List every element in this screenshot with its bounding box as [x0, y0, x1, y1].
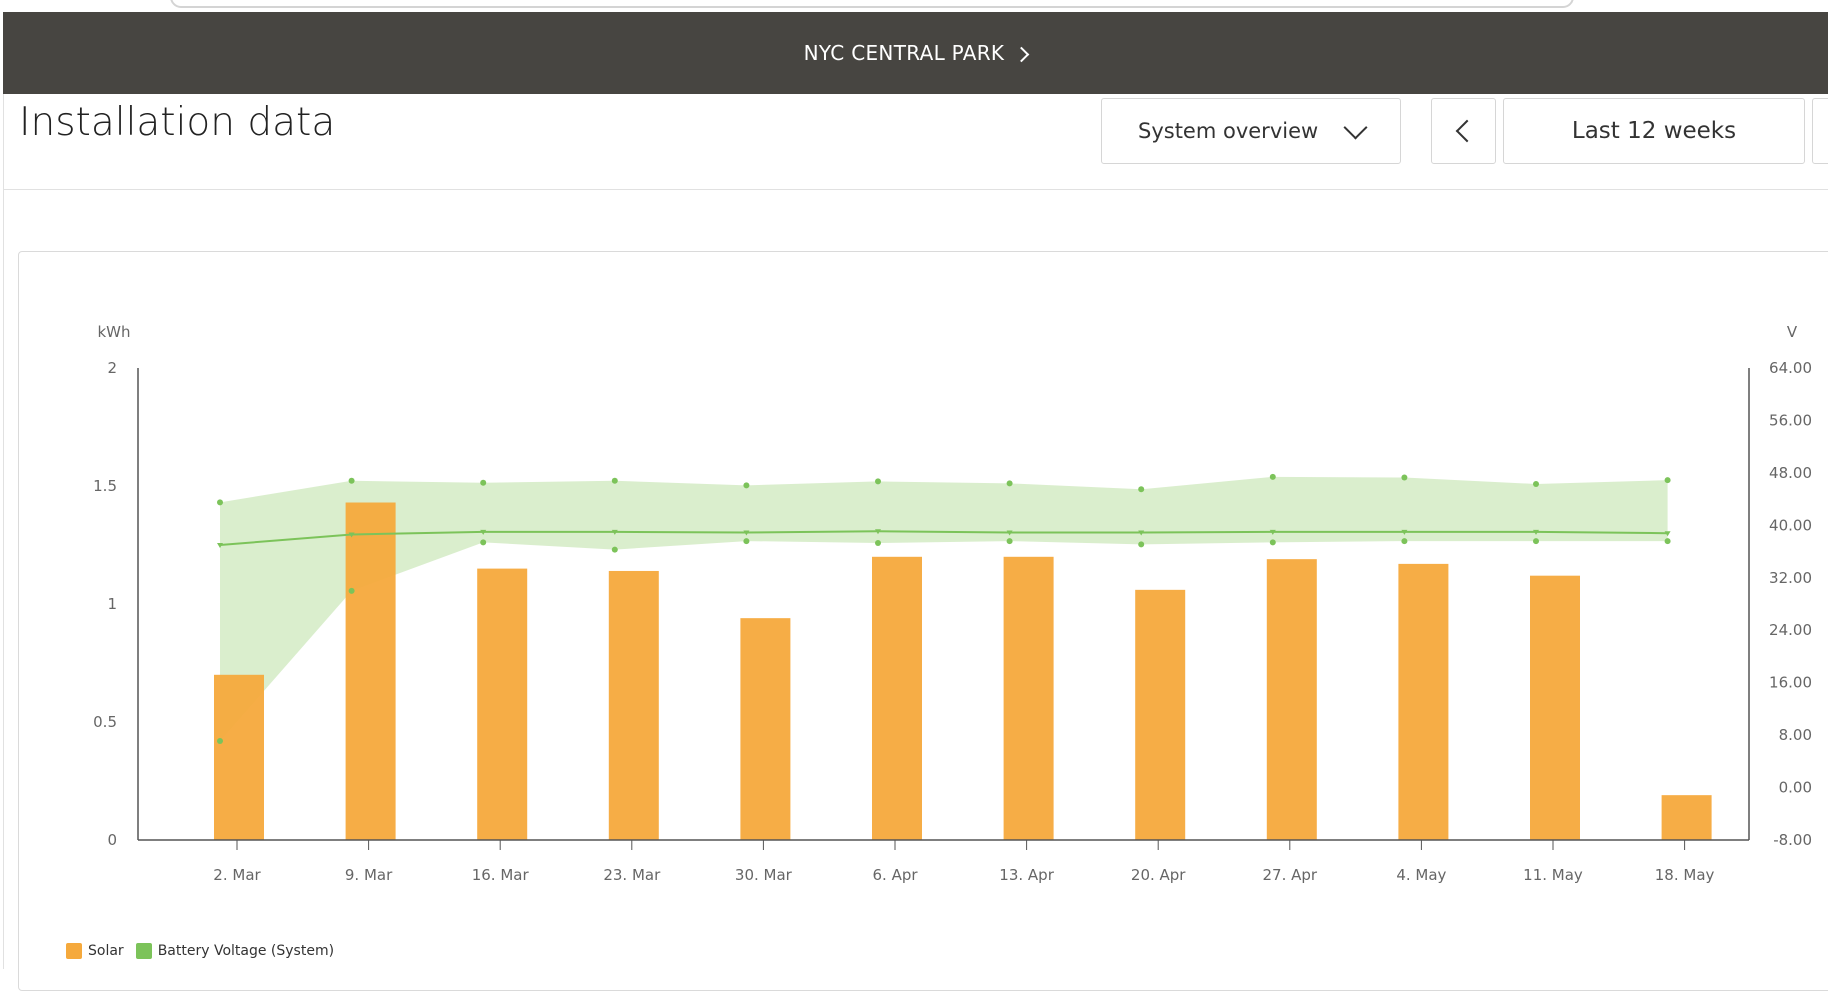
y-right-axis-unit: V — [1787, 323, 1798, 341]
header-divider — [3, 189, 1828, 190]
y-right-tick-label-40-00: 40.00 — [1769, 516, 1812, 534]
solar-bar-23-mar[interactable] — [608, 570, 659, 840]
battery-voltage-point-18-may[interactable] — [1664, 531, 1671, 537]
site-name: NYC CENTRAL PARK — [803, 41, 1005, 65]
x-tick-label-20-apr: 20. Apr — [1131, 866, 1186, 884]
battery-voltage-max-point-11-may[interactable] — [1533, 481, 1539, 488]
battery-voltage-min-point-2-mar[interactable] — [217, 738, 223, 745]
x-tick-label-16-mar: 16. Mar — [472, 866, 530, 884]
solar-bar-27-apr[interactable] — [1266, 559, 1317, 840]
x-tick-label-2-mar: 2. Mar — [213, 866, 261, 884]
y-right-tick-label-56-00: 56.00 — [1769, 411, 1812, 429]
solar-bar-13-apr[interactable] — [1003, 556, 1054, 840]
battery-voltage-max-point-2-mar[interactable] — [217, 499, 223, 506]
y-left-tick-label-1: 1 — [107, 595, 117, 613]
y-left-tick-label-1-5: 1.5 — [93, 477, 117, 495]
solar-bar-20-apr[interactable] — [1135, 589, 1186, 840]
view-select-value: System overview — [1138, 119, 1319, 143]
chart-legend: Solar Battery Voltage (System) — [66, 943, 334, 959]
battery-voltage-range-band — [220, 476, 1668, 742]
x-tick-label-18-may: 18. May — [1655, 866, 1715, 884]
x-tick-label-23-mar: 23. Mar — [603, 866, 661, 884]
solar-bar-4-may[interactable] — [1398, 563, 1449, 840]
legend-item-solar[interactable]: Solar — [66, 943, 124, 959]
installation-chart: 2. Mar 9. Mar 16. Mar 23. Mar 30. Mar 6. Apr 1… — [93, 323, 1812, 884]
y-right-tick-label-24-00: 24.00 — [1769, 621, 1812, 639]
battery-voltage-min-point-23-mar[interactable] — [611, 546, 618, 553]
view-select-dropdown[interactable]: System overview — [1101, 98, 1401, 164]
legend-swatch-battery-voltage — [135, 943, 152, 959]
battery-voltage-max-point-20-apr[interactable] — [1138, 486, 1145, 493]
y-right-tick-label-32-00: 32.00 — [1769, 569, 1812, 587]
x-tick-label-13-apr: 13. Apr — [999, 866, 1054, 884]
battery-voltage-point-30-mar[interactable] — [743, 530, 750, 536]
battery-voltage-max-point-13-apr[interactable] — [1006, 480, 1013, 487]
battery-voltage-min-point-4-may[interactable] — [1401, 538, 1408, 545]
battery-voltage-max-point-4-may[interactable] — [1401, 474, 1408, 481]
y-left-tick-label-0: 0 — [107, 831, 117, 849]
x-tick-label-27-apr: 27. Apr — [1263, 866, 1318, 884]
battery-voltage-point-16-mar[interactable] — [480, 529, 487, 535]
y-right-tick-label-48-00: 48.00 — [1769, 464, 1812, 482]
battery-voltage-point-2-mar[interactable] — [217, 543, 223, 548]
solar-bar-16-mar[interactable] — [477, 568, 528, 840]
content-left-border — [3, 94, 4, 969]
battery-voltage-min-point-11-may[interactable] — [1533, 538, 1539, 545]
battery-voltage-point-27-apr[interactable] — [1269, 529, 1276, 535]
x-tick-label-4-may: 4. May — [1396, 866, 1446, 884]
battery-voltage-max-point-9-mar[interactable] — [348, 477, 355, 484]
solar-bar-30-mar[interactable] — [740, 618, 791, 840]
solar-bar-6-apr[interactable] — [872, 556, 922, 840]
battery-voltage-min-point-20-apr[interactable] — [1138, 541, 1145, 548]
solar-bar-2-mar[interactable] — [214, 674, 264, 840]
battery-voltage-point-9-mar[interactable] — [348, 532, 355, 538]
battery-voltage-min-point-27-apr[interactable] — [1269, 539, 1276, 546]
battery-voltage-point-6-apr[interactable] — [875, 529, 881, 535]
x-tick-label-11-may: 11. May — [1523, 866, 1583, 884]
legend-label-battery-voltage: Battery Voltage (System) — [157, 943, 335, 959]
date-range-label: Last 12 weeks — [1571, 118, 1737, 144]
battery-voltage-line — [219, 530, 1668, 546]
site-selector[interactable]: NYC CENTRAL PARK — [803, 41, 1030, 65]
solar-bar-11-may[interactable] — [1530, 575, 1580, 840]
battery-voltage-min-point-6-apr[interactable] — [875, 540, 881, 547]
date-range-button[interactable]: Last 12 weeks — [1503, 98, 1805, 164]
x-tick-label-30-mar: 30. Mar — [735, 866, 793, 884]
solar-bar-18-may[interactable] — [1661, 795, 1712, 840]
battery-voltage-min-point-18-may[interactable] — [1664, 538, 1671, 545]
y-right-tick-label-8-00: -8.00 — [1773, 831, 1812, 849]
battery-voltage-max-point-27-apr[interactable] — [1269, 473, 1276, 480]
battery-voltage-point-23-mar[interactable] — [611, 529, 618, 535]
y-right-tick-label-64-00: 64.00 — [1769, 359, 1812, 377]
solar-bar-9-mar[interactable] — [345, 502, 396, 840]
y-left-tick-label-0-5: 0.5 — [93, 713, 117, 731]
battery-voltage-point-20-apr[interactable] — [1138, 530, 1145, 536]
y-left-tick-label-2: 2 — [107, 359, 117, 377]
battery-voltage-min-point-9-mar[interactable] — [348, 587, 355, 594]
y-right-tick-label-0-00: 0.00 — [1779, 779, 1812, 797]
battery-voltage-min-point-16-mar[interactable] — [480, 539, 487, 546]
legend-item-battery-voltage[interactable]: Battery Voltage (System) — [135, 943, 335, 959]
battery-voltage-max-point-6-apr[interactable] — [875, 478, 881, 485]
battery-voltage-max-point-16-mar[interactable] — [480, 479, 487, 486]
y-right-tick-label-8-00: 8.00 — [1779, 726, 1812, 744]
previous-period-button[interactable] — [1431, 98, 1496, 164]
battery-voltage-point-11-may[interactable] — [1533, 529, 1539, 535]
site-nav-bar: NYC CENTRAL PARK — [3, 12, 1828, 94]
battery-voltage-max-point-30-mar[interactable] — [743, 482, 750, 489]
x-tick-label-9-mar: 9. Mar — [345, 866, 393, 884]
battery-voltage-min-point-13-apr[interactable] — [1006, 538, 1013, 545]
x-tick-label-6-apr: 6. Apr — [872, 866, 918, 884]
y-right-tick-label-16-00: 16.00 — [1769, 674, 1812, 692]
battery-voltage-point-13-apr[interactable] — [1006, 530, 1013, 536]
battery-voltage-max-point-23-mar[interactable] — [611, 477, 618, 484]
battery-voltage-min-point-30-mar[interactable] — [743, 538, 750, 545]
page-title: Installation data — [19, 100, 336, 145]
y-left-axis-unit: kWh — [97, 323, 130, 341]
battery-voltage-max-point-18-may[interactable] — [1664, 477, 1671, 484]
legend-label-solar: Solar — [88, 943, 124, 959]
next-period-button[interactable] — [1812, 98, 1828, 164]
legend-swatch-solar — [66, 943, 82, 959]
battery-voltage-point-4-may[interactable] — [1401, 529, 1408, 535]
